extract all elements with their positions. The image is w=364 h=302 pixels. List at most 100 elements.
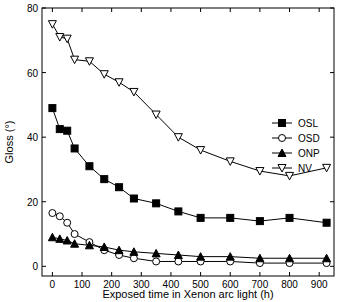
x-tick xyxy=(141,272,142,276)
y-tick xyxy=(42,266,46,267)
x-axis-label: Exposed time in Xenon arc light (h) xyxy=(102,288,273,300)
marker xyxy=(226,158,234,166)
marker xyxy=(152,249,160,257)
marker xyxy=(116,184,123,191)
marker xyxy=(130,255,137,262)
x-tick xyxy=(230,272,231,276)
x-tick-top xyxy=(200,8,201,12)
y-tick-right xyxy=(330,72,334,73)
marker xyxy=(86,163,93,170)
y-axis-label: Gloss (°) xyxy=(3,121,15,164)
marker xyxy=(286,172,294,180)
x-tick xyxy=(111,272,112,276)
marker xyxy=(56,126,63,133)
legend-label: OSD xyxy=(298,133,320,144)
x-tick xyxy=(259,272,260,276)
x-tick-top xyxy=(289,8,290,12)
marker xyxy=(175,208,182,215)
marker xyxy=(63,236,71,244)
x-tick xyxy=(289,272,290,276)
x-tick-top xyxy=(111,8,112,12)
series-line xyxy=(52,213,326,263)
marker xyxy=(153,258,160,265)
x-tick xyxy=(82,272,83,276)
marker xyxy=(71,145,78,152)
marker xyxy=(64,219,71,226)
x-tick-top xyxy=(141,8,142,12)
marker xyxy=(174,251,182,259)
marker xyxy=(100,71,108,79)
marker xyxy=(197,214,204,221)
marker xyxy=(49,210,56,217)
marker xyxy=(279,135,286,142)
marker xyxy=(323,254,331,262)
y-tick-label: 80 xyxy=(27,3,39,14)
marker xyxy=(323,164,331,172)
marker xyxy=(197,253,205,260)
x-tick-label: 100 xyxy=(74,279,91,290)
marker xyxy=(323,219,330,226)
x-tick xyxy=(200,272,201,276)
marker xyxy=(85,241,93,249)
y-tick-label: 0 xyxy=(32,261,38,272)
marker xyxy=(278,149,286,157)
marker xyxy=(197,147,205,155)
marker xyxy=(63,35,71,43)
marker xyxy=(227,214,234,221)
x-tick xyxy=(52,272,53,276)
marker xyxy=(48,21,56,29)
marker xyxy=(56,235,64,243)
marker xyxy=(64,127,71,134)
marker xyxy=(278,165,286,173)
y-tick-label: 60 xyxy=(27,68,39,79)
x-tick-top xyxy=(259,8,260,12)
marker xyxy=(279,120,286,127)
x-tick-top xyxy=(230,8,231,12)
legend: OSLOSDONPNV xyxy=(272,118,320,174)
marker xyxy=(226,253,234,260)
y-tick-right xyxy=(330,266,334,267)
marker xyxy=(71,240,79,248)
marker xyxy=(256,218,263,225)
legend-label: NV xyxy=(298,163,312,174)
x-tick-top xyxy=(319,8,320,12)
marker xyxy=(115,79,123,87)
marker xyxy=(286,214,293,221)
y-tick xyxy=(42,137,46,138)
marker xyxy=(49,105,56,112)
marker xyxy=(71,231,78,238)
x-tick-top xyxy=(52,8,53,12)
x-tick xyxy=(170,272,171,276)
series-line xyxy=(52,24,326,176)
marker xyxy=(153,200,160,207)
x-tick-top xyxy=(82,8,83,12)
y-tick-label: 40 xyxy=(27,132,39,143)
x-tick-label: 0 xyxy=(50,279,56,290)
marker xyxy=(115,246,123,254)
marker xyxy=(175,258,182,265)
marker xyxy=(101,176,108,183)
marker xyxy=(85,58,93,66)
series-line xyxy=(52,237,326,258)
x-tick-label: 900 xyxy=(311,279,328,290)
marker xyxy=(286,254,294,262)
y-tick xyxy=(42,72,46,73)
marker xyxy=(174,134,182,142)
marker xyxy=(256,168,264,176)
y-tick-right xyxy=(330,201,334,202)
series-line xyxy=(52,108,326,223)
marker xyxy=(256,254,264,262)
x-tick-top xyxy=(170,8,171,12)
marker xyxy=(100,243,108,251)
plot-area xyxy=(48,21,330,267)
marker xyxy=(56,213,63,220)
legend-label: OSL xyxy=(298,118,318,129)
marker xyxy=(130,195,137,202)
y-tick-label: 20 xyxy=(27,197,39,208)
marker xyxy=(48,233,56,241)
y-tick xyxy=(42,8,46,9)
marker xyxy=(130,248,138,256)
plot-frame xyxy=(42,8,334,276)
y-tick xyxy=(42,201,46,202)
y-tick-right xyxy=(330,8,334,9)
